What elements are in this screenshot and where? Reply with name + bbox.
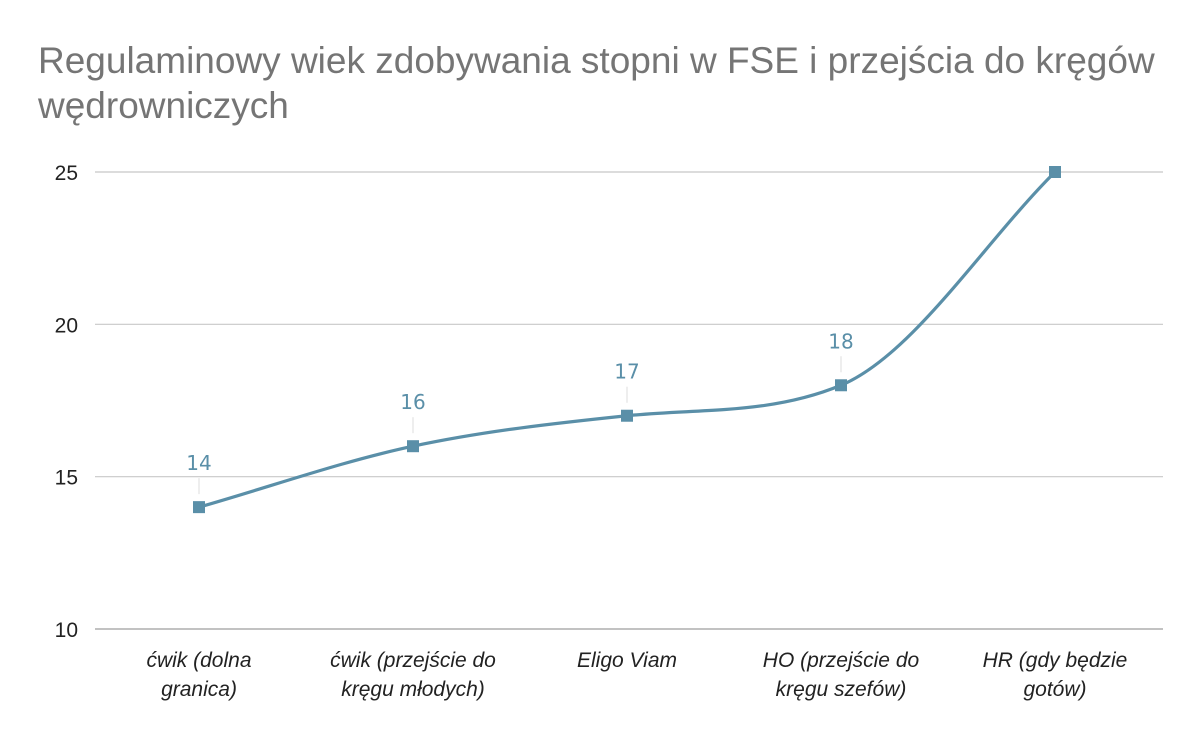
y-axis-ticks: 10 15 20 25 bbox=[55, 162, 78, 642]
y-tick-label: 10 bbox=[55, 619, 78, 642]
point-markers bbox=[193, 166, 1061, 514]
data-labels: 14 16 17 18 bbox=[186, 329, 853, 475]
series bbox=[197, 170, 1057, 509]
y-tick-label: 20 bbox=[55, 314, 78, 337]
y-tick-label: 15 bbox=[55, 467, 78, 490]
data-point-marker bbox=[835, 379, 847, 392]
x-axis-categories: ćwik (dolna granica) ćwik (przejście do krę… bbox=[146, 649, 1127, 701]
data-label: 18 bbox=[828, 329, 853, 353]
data-label: 16 bbox=[400, 390, 425, 414]
data-point-marker bbox=[193, 501, 205, 514]
x-category-label: HR (gdy będzie gotów) bbox=[983, 649, 1128, 701]
gridlines bbox=[95, 171, 1163, 630]
data-label: 17 bbox=[614, 360, 639, 384]
series-line bbox=[197, 170, 1057, 509]
chart-title: Regulaminowy wiek zdobywania stopni w FS… bbox=[38, 40, 1155, 126]
y-tick-label: 25 bbox=[55, 162, 78, 185]
x-category-label: Eligo Viam bbox=[577, 649, 677, 672]
x-category-label: HO (przejście do kręgu szefów) bbox=[763, 649, 920, 701]
data-label: 14 bbox=[186, 451, 211, 475]
data-point-marker bbox=[1049, 166, 1061, 178]
x-category-label: ćwik (przejście do kręgu młodych) bbox=[330, 649, 496, 701]
data-point-marker bbox=[621, 409, 633, 422]
data-label-leaders bbox=[198, 356, 842, 495]
data-point-marker bbox=[407, 440, 419, 453]
x-category-label: ćwik (dolna granica) bbox=[146, 649, 251, 701]
